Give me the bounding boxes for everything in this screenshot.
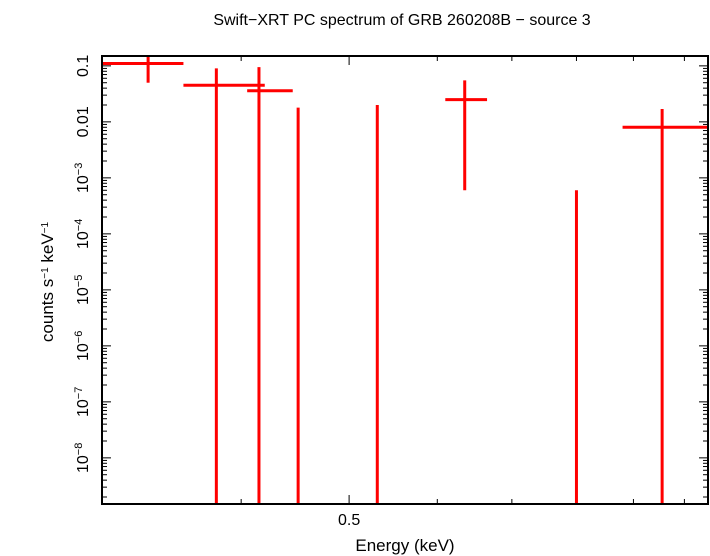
y-axis-label: counts s−1 keV−1 <box>38 221 57 342</box>
chart-title: Swift−XRT PC spectrum of GRB 260208B − s… <box>213 12 590 29</box>
data-point <box>247 67 293 504</box>
y-tick-label: 10−7 <box>73 387 92 417</box>
y-tick-label: 0.1 <box>75 55 92 77</box>
tick-labels: 0.1 0.01 10−3 10−4 10−5 10−6 10−7 10−8 0.5 <box>73 55 360 529</box>
y-tick-label-text: 0.1 <box>75 55 92 77</box>
data-points <box>102 56 708 504</box>
y-tick-label: 10−5 <box>73 275 92 305</box>
y-tick-label-text: 10−5 <box>73 275 92 305</box>
data-point <box>102 56 184 83</box>
axis-ticks <box>102 56 708 504</box>
y-tick-label-text: 10−3 <box>73 163 92 193</box>
data-point <box>622 108 708 504</box>
y-tick-label: 10−8 <box>73 443 92 473</box>
x-tick-label: 0.5 <box>338 512 360 529</box>
data-point <box>445 80 488 191</box>
y-tick-label: 0.01 <box>75 106 92 137</box>
y-tick-label: 10−6 <box>73 331 92 361</box>
plot-frame <box>101 55 709 505</box>
y-tick-label-text: 10−4 <box>73 219 92 249</box>
y-tick-label-text: 10−6 <box>73 331 92 361</box>
y-tick-label-text: 10−8 <box>73 443 92 473</box>
data-point <box>183 68 265 504</box>
y-tick-label-text: 10−7 <box>73 387 92 417</box>
y-tick-label-text: 0.01 <box>75 106 92 137</box>
y-tick-label: 10−4 <box>73 219 92 249</box>
x-axis-label: Energy (keV) <box>355 536 454 555</box>
y-tick-label: 10−3 <box>73 163 92 193</box>
